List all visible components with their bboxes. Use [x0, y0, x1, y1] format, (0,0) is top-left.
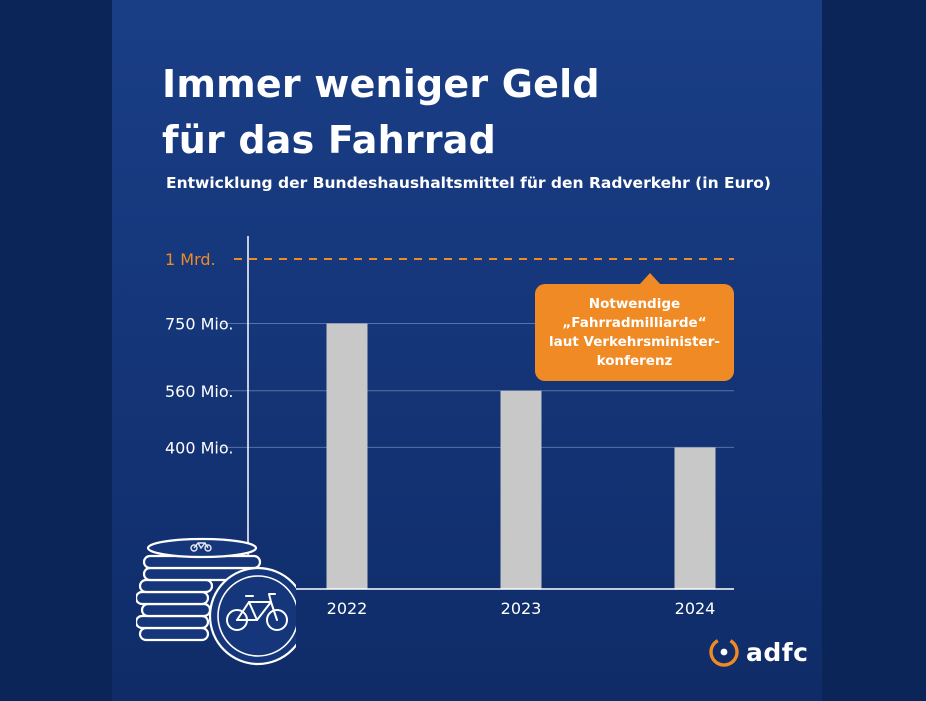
reference-line-label: 1 Mrd. — [165, 250, 216, 269]
callout-line-4: konferenz — [596, 352, 673, 369]
coin-layer-5 — [138, 578, 214, 594]
bar-2024 — [674, 447, 716, 589]
callout-line-1: Notwendige — [588, 295, 681, 312]
callout-line-3: laut Verkehrsminister- — [549, 333, 720, 350]
title-line-1: Immer weniger Geld — [162, 62, 600, 106]
coin-stack-illustration — [136, 537, 296, 666]
x-tick-label-2023: 2023 — [501, 599, 542, 618]
coin-layer-1 — [138, 626, 210, 642]
coin-layer-4 — [136, 590, 210, 606]
small-bicycle-icon — [190, 542, 212, 552]
y-tick-label-560: 560 Mio. — [165, 382, 233, 401]
adfc-logo: adfc — [708, 634, 808, 670]
bar-2022 — [326, 323, 368, 589]
coin-layer-3 — [140, 602, 212, 618]
adfc-logo-icon — [709, 637, 739, 667]
y-tick-label-750: 750 Mio. — [165, 315, 233, 334]
coin-layer-2 — [136, 614, 210, 630]
fahrradmilliarde-callout: Notwendige „Fahrradmilliarde“ laut Verke… — [535, 273, 734, 381]
bicycle-icon — [226, 593, 288, 631]
callout-line-2: „Fahrradmilliarde“ — [562, 314, 707, 331]
title-line-2: für das Fahrrad — [162, 118, 496, 162]
adfc-logo-text: adfc — [746, 637, 809, 667]
x-tick-label-2022: 2022 — [327, 599, 368, 618]
y-tick-label-400: 400 Mio. — [165, 438, 233, 457]
coin-top — [146, 537, 258, 559]
chart-subtitle: Entwicklung der Bundeshaushaltsmittel fü… — [166, 174, 772, 192]
chart-title: Immer weniger Geld für das Fahrrad — [162, 56, 600, 168]
x-tick-label-2024: 2024 — [675, 599, 716, 618]
bar-2023 — [500, 390, 542, 589]
coin-face-ring — [217, 575, 296, 657]
